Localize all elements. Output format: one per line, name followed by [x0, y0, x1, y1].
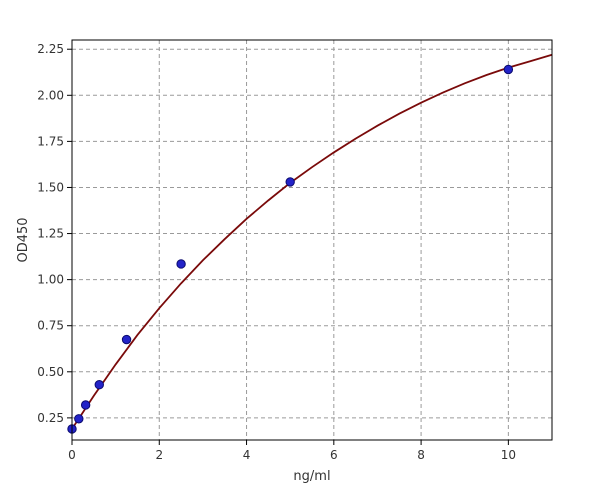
data-point	[74, 414, 84, 424]
y-tick-label: 1.50	[37, 180, 64, 194]
y-tick-label: 1.25	[37, 227, 64, 241]
grid	[71, 40, 552, 440]
x-tick-label: 6	[330, 448, 338, 462]
axis-ticks: 0 2 4 6 8 10 0.25 0.50 0.75 1.00 1.25 1.50 1.75 2.00 2…	[37, 42, 516, 462]
plot-frame	[71, 39, 553, 441]
fit-curve	[71, 53, 553, 430]
x-tick-label: 4	[243, 448, 251, 462]
x-tick-label: 8	[417, 448, 425, 462]
fit-curve-layer	[71, 53, 553, 430]
y-axis-title: OD450	[16, 217, 31, 262]
y-tick-label: 1.00	[37, 273, 64, 287]
data-points	[67, 64, 514, 434]
x-tick-label: 2	[155, 448, 163, 462]
y-tick-label: 1.75	[37, 134, 64, 148]
y-tick-label: 2.00	[37, 88, 64, 102]
x-tick-label: 10	[501, 448, 516, 462]
data-point	[176, 259, 186, 269]
y-tick-label: 2.25	[37, 42, 64, 56]
data-point	[80, 400, 91, 410]
x-axis-title: ng/ml	[293, 469, 330, 484]
data-point	[285, 177, 295, 187]
data-point	[503, 64, 514, 75]
x-tick-label: 0	[68, 448, 76, 462]
data-point	[94, 380, 104, 390]
y-tick-label: 0.50	[37, 365, 64, 379]
y-tick-label: 0.75	[37, 319, 64, 333]
y-tick-label: 0.25	[37, 411, 64, 425]
data-point	[121, 334, 132, 345]
